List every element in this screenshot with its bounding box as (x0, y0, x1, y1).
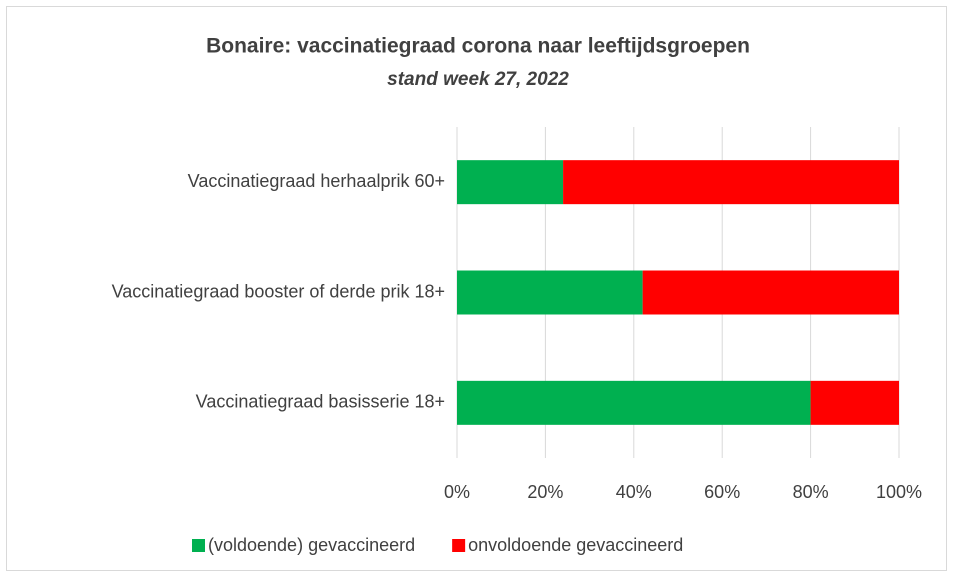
bar-segment (642, 270, 899, 315)
y-tick-label: Vaccinatiegraad basisserie 18+ (196, 392, 445, 412)
x-tick-label: 40% (616, 482, 652, 502)
legend-swatch (192, 539, 205, 552)
legend-label: (voldoende) gevaccineerd (208, 535, 415, 555)
x-tick-label: 80% (793, 482, 829, 502)
x-tick-label: 20% (527, 482, 563, 502)
legend-label: onvoldoende gevaccineerd (468, 535, 683, 555)
bar-segment (563, 160, 899, 205)
legend-swatch (452, 539, 466, 552)
x-tick-label: 60% (704, 482, 740, 502)
y-tick-label: Vaccinatiegraad herhaalprik 60+ (188, 171, 445, 191)
x-tick-label: 0% (444, 482, 470, 502)
bar-segment (457, 160, 564, 205)
y-tick-label: Vaccinatiegraad booster of derde prik 18… (112, 281, 445, 301)
chart-title: Bonaire: vaccinatiegraad corona naar lee… (206, 35, 750, 58)
bar-segment (457, 270, 643, 315)
x-tick-label: 100% (876, 482, 922, 502)
bar-segment (810, 380, 899, 425)
bar-segment (457, 380, 811, 425)
chart-subtitle: stand week 27, 2022 (387, 69, 569, 90)
